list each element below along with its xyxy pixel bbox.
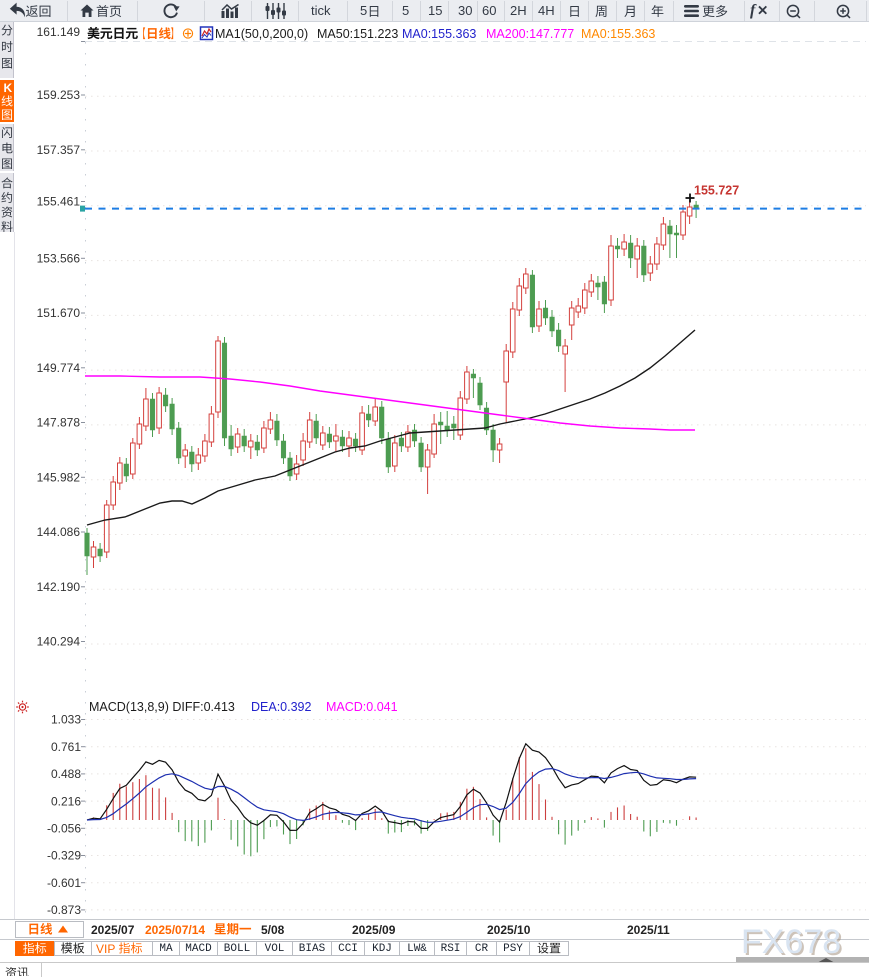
- svg-text:MACD:0.041: MACD:0.041: [326, 700, 398, 714]
- svg-text:147.878: 147.878: [37, 416, 81, 430]
- svg-text:MACD(13,8,9) DIFF:0.413: MACD(13,8,9) DIFF:0.413: [89, 700, 235, 714]
- svg-text:0.488: 0.488: [51, 767, 81, 781]
- svg-text:-0.601: -0.601: [47, 876, 81, 890]
- svg-text:MA0:155.363: MA0:155.363: [581, 27, 655, 41]
- svg-text:149.774: 149.774: [37, 361, 81, 375]
- svg-text:MA1(50,0,200,0): MA1(50,0,200,0): [215, 27, 308, 41]
- svg-text:0.761: 0.761: [51, 740, 81, 754]
- svg-text:157.357: 157.357: [37, 143, 81, 157]
- svg-text:DEA:0.392: DEA:0.392: [251, 700, 312, 714]
- svg-text:MA50:151.223: MA50:151.223: [317, 27, 398, 41]
- svg-text:145.982: 145.982: [37, 471, 81, 485]
- svg-text:-0.329: -0.329: [47, 849, 81, 863]
- svg-text:-0.056: -0.056: [47, 822, 81, 836]
- svg-text:-0.873: -0.873: [47, 903, 81, 917]
- svg-text:155.461: 155.461: [37, 195, 81, 209]
- svg-text:1.033: 1.033: [51, 713, 81, 727]
- svg-text:151.670: 151.670: [37, 306, 81, 320]
- svg-text:159.253: 159.253: [37, 88, 81, 102]
- svg-text:140.294: 140.294: [37, 635, 81, 649]
- svg-text:MA0:155.363: MA0:155.363: [402, 27, 476, 41]
- svg-text:MA200:147.777: MA200:147.777: [486, 27, 574, 41]
- svg-text:155.727: 155.727: [694, 184, 739, 198]
- svg-text:161.149: 161.149: [37, 25, 81, 39]
- svg-text:144.086: 144.086: [37, 525, 81, 539]
- svg-text:142.190: 142.190: [37, 580, 81, 594]
- svg-text:153.566: 153.566: [37, 252, 81, 266]
- svg-text:0.216: 0.216: [51, 794, 81, 808]
